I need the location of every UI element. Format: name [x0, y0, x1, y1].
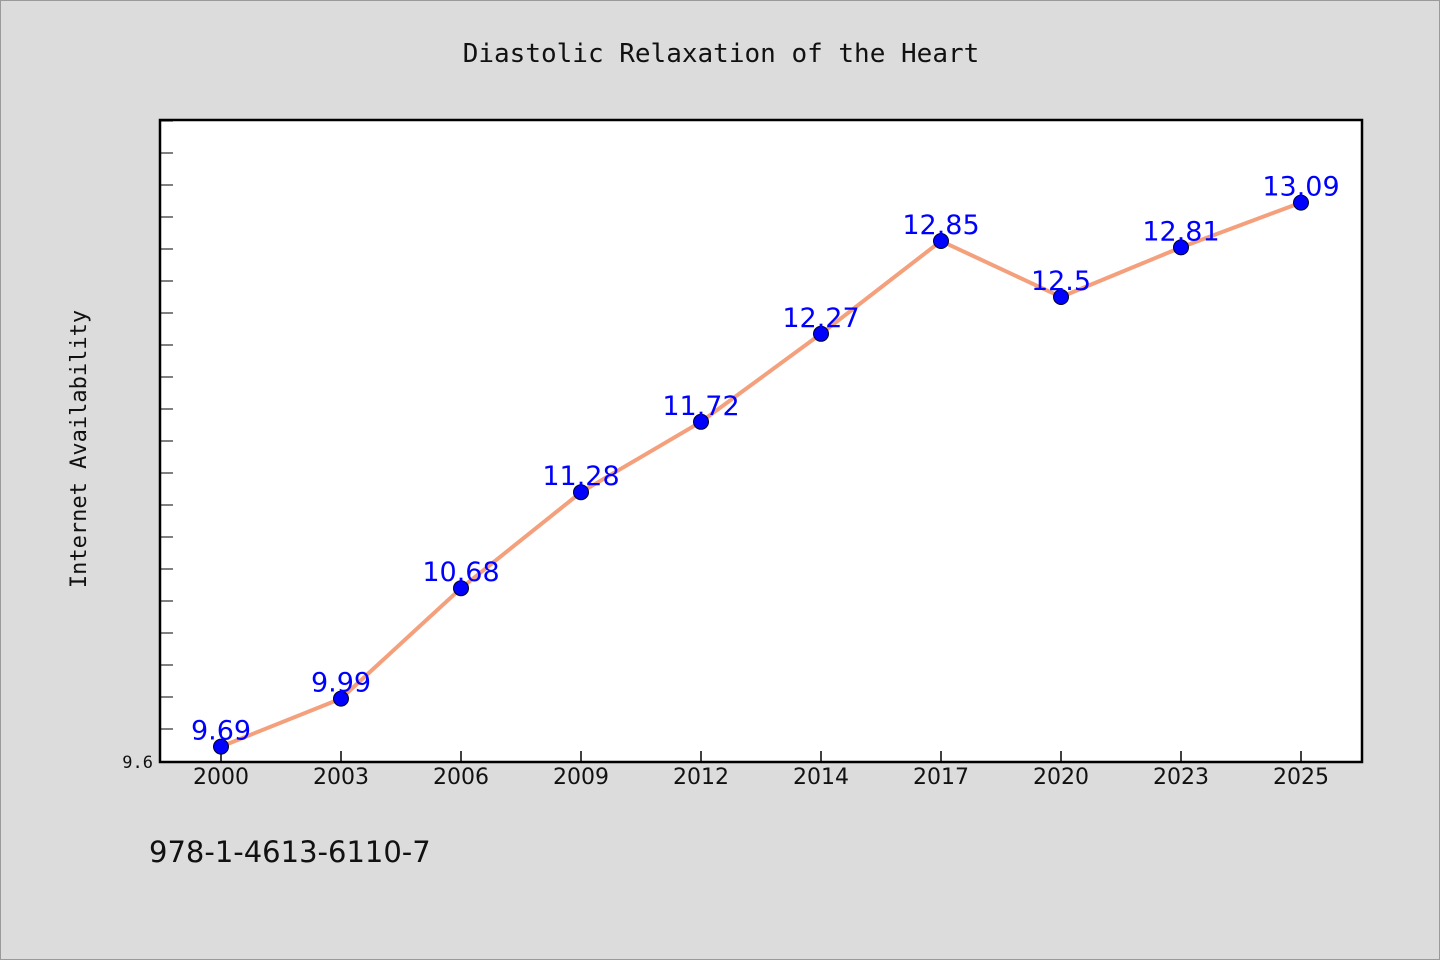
x-tick-label: 2012	[673, 765, 729, 790]
data-label: 12.81	[1142, 216, 1219, 247]
data-point	[1173, 239, 1189, 256]
x-tick-label: 2014	[793, 765, 849, 790]
series-line-layer	[219, 200, 1303, 749]
data-point	[813, 325, 829, 342]
data-label: 11.72	[662, 391, 739, 422]
data-point	[1293, 194, 1309, 211]
x-tick-label: 2009	[553, 765, 609, 790]
marker-layer	[213, 194, 1309, 755]
data-point	[333, 690, 349, 707]
y-axis-label: Internet Availability	[67, 310, 92, 588]
x-tick-label: 2025	[1273, 765, 1329, 790]
series-line	[219, 200, 1303, 749]
data-label: 12.85	[902, 210, 979, 241]
chart-title: Diastolic Relaxation of the Heart	[463, 39, 980, 69]
data-label: 12.5	[1031, 266, 1091, 297]
data-point	[1053, 289, 1069, 305]
x-tick-label: 2003	[313, 765, 369, 790]
data-label: 13.09	[1262, 172, 1339, 203]
y-axis-ticks: 9.6	[122, 120, 173, 773]
data-label: 9.99	[311, 668, 371, 699]
x-tick-label: 2017	[913, 765, 969, 790]
data-point	[573, 484, 589, 501]
y-tick-label: 9.6	[122, 753, 153, 773]
data-point	[213, 738, 229, 755]
data-point	[693, 413, 709, 430]
data-label-layer: 9.69 9.99 10.68 11.28 11.72 12.27 12.85 12.5 12.…	[191, 172, 1340, 747]
x-axis-ticks: 2000 2003 2006 2009 2012 2014 2017 2020 2023 2025	[193, 751, 1329, 790]
x-tick-label: 2006	[433, 765, 489, 790]
x-tick-label: 2020	[1033, 765, 1089, 790]
x-tick-label: 2023	[1153, 765, 1209, 790]
data-point	[453, 580, 469, 597]
plot-area	[158, 118, 1364, 764]
data-label: 12.27	[782, 303, 859, 334]
data-label: 10.68	[422, 557, 499, 588]
data-label: 9.69	[191, 716, 251, 747]
footer-isbn: 978-1-4613-6110-7	[149, 835, 431, 869]
x-tick-label: 2000	[193, 765, 249, 790]
data-point	[933, 233, 949, 249]
data-label: 11.28	[542, 461, 619, 492]
